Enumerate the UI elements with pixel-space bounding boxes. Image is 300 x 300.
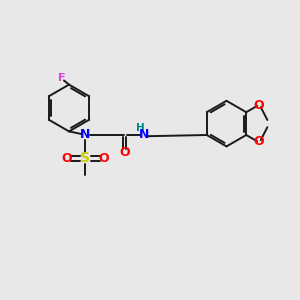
Text: O: O bbox=[61, 152, 72, 165]
Text: F: F bbox=[58, 73, 65, 83]
Text: N: N bbox=[80, 128, 91, 142]
Text: H: H bbox=[136, 123, 145, 134]
Text: N: N bbox=[139, 128, 149, 142]
Text: O: O bbox=[253, 135, 264, 148]
Text: O: O bbox=[119, 146, 130, 159]
Text: S: S bbox=[80, 152, 91, 165]
Text: O: O bbox=[99, 152, 110, 165]
Text: O: O bbox=[253, 99, 264, 112]
